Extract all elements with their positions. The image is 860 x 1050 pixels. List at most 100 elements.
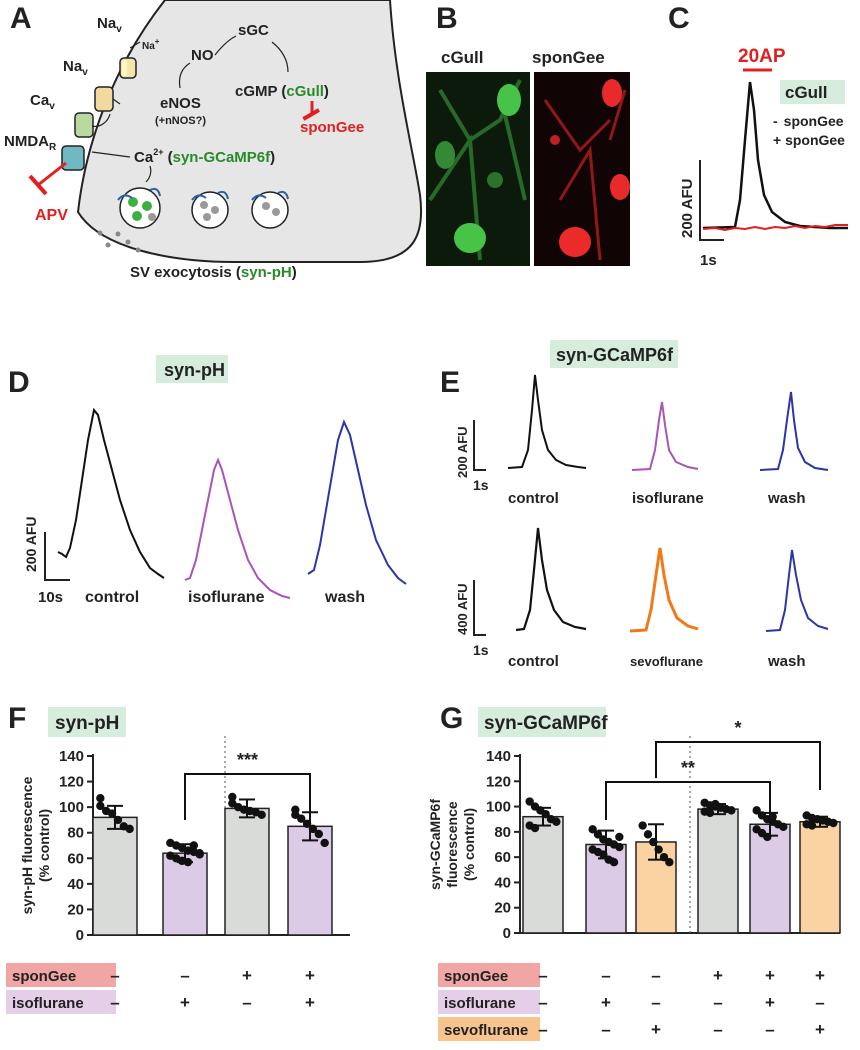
f-data-point [308, 824, 318, 834]
apv-label: APV [35, 207, 68, 224]
panel-e-title: syn-GCaMP6f [556, 345, 674, 365]
g-condition-symbol: + [713, 966, 723, 985]
f-ytick-label: 100 [59, 799, 84, 816]
trace-e2-label-sevoflurane: sevoflurane [630, 654, 703, 669]
g-ytick-label: 20 [494, 900, 511, 917]
f-data-point [228, 792, 237, 802]
f-data-point [291, 805, 300, 814]
g-condition-symbol: + [765, 966, 775, 985]
f-bar [162, 852, 208, 936]
f-ylabel-line: (% control) [36, 809, 52, 882]
g-data-point [530, 823, 540, 833]
g-condition-label: sevoflurane [444, 1022, 528, 1039]
g-data-point [638, 821, 647, 830]
apv-inhibition-bar [28, 174, 48, 196]
g-data-point [659, 852, 669, 862]
panel-g-title: syn-GCaMP6f [484, 713, 608, 734]
na-plus-label: Na+ [142, 37, 160, 52]
g-condition-symbol: – [651, 993, 660, 1012]
panel-b-cgull-title: cGull [441, 48, 484, 67]
g-ytick-label: 100 [486, 799, 511, 816]
trace-d-wash [307, 419, 407, 585]
f-condition-symbol: – [180, 966, 189, 985]
g-condition-symbol: – [538, 1020, 547, 1039]
g-ytick-label: 0 [503, 925, 511, 942]
g-data-point [727, 806, 736, 815]
f-data-point [107, 809, 117, 818]
f-bar [92, 816, 138, 936]
trace-d-label-control: control [85, 589, 139, 606]
stim-label: 20AP [738, 46, 786, 67]
panel-e1-scale-y: 200 AFU [455, 426, 470, 478]
trace-e2-label-wash: wash [767, 653, 806, 670]
f-ytick-label: 120 [59, 774, 84, 791]
g-condition-symbol: + [815, 966, 825, 985]
f-ytick-label: 0 [76, 927, 84, 944]
g-data-point [705, 808, 715, 818]
trace-e1-label-isoflurane: isoflurane [632, 490, 704, 507]
nav-channel-2 [94, 86, 114, 112]
trace-e1-label-wash: wash [767, 490, 806, 507]
ca-gcamp-label: Ca2+ (syn-GCaMP6f) [134, 147, 275, 166]
g-sig-label: * [734, 718, 741, 738]
nav-channel-1 [119, 57, 137, 79]
f-sig-bracket [184, 773, 311, 820]
trace-d-isoflurane [184, 457, 291, 599]
g-condition-symbol: – [538, 966, 547, 985]
f-data-point [96, 793, 105, 803]
g-data-point [609, 858, 619, 867]
panel-e-title-bg [550, 340, 678, 368]
panel-f-title-bg [48, 707, 126, 737]
f-data-point [302, 819, 312, 828]
panel-c-scale-x: 1s [700, 252, 717, 269]
g-ytick-label: 40 [494, 874, 511, 891]
g-condition-symbol: + [651, 1020, 661, 1039]
g-data-point [807, 821, 817, 830]
trace-e1-label-control: control [508, 490, 559, 507]
panel-c-scale-y: 200 AFU [679, 179, 696, 238]
panel-d-label: D [8, 366, 30, 399]
panel-d-title: syn-pH [164, 360, 225, 380]
g-bar [749, 823, 791, 934]
g-data-point [525, 797, 534, 806]
trace-e2-sevoflurane [629, 547, 699, 633]
g-data-point [541, 809, 550, 819]
g-data-point [829, 818, 838, 828]
nmda-label: NMDAR [4, 133, 57, 153]
g-ylabel-line: fluorescence [444, 801, 460, 888]
f-condition-symbol: + [180, 993, 190, 1012]
cav-label: Cav [30, 92, 55, 112]
g-sig-label: ** [681, 758, 695, 778]
f-ytick-label: 20 [67, 901, 84, 918]
cav-channel [74, 112, 94, 138]
g-data-point [752, 806, 761, 815]
f-data-point [314, 829, 323, 839]
panel-f-label: F [8, 702, 26, 735]
panel-f-title: syn-pH [55, 713, 119, 734]
enos-label: eNOS [160, 95, 201, 112]
panel-e2-scale-y: 400 AFU [455, 583, 470, 635]
g-condition-symbol: – [713, 1020, 722, 1039]
vesicle-2 [191, 190, 229, 229]
panel-c-scalebar [699, 160, 724, 241]
panel-e2-scale-x: 1s [473, 642, 489, 658]
f-ytick-label: 80 [67, 825, 84, 842]
g-ytick-label: 60 [494, 849, 511, 866]
f-condition-bg [6, 990, 116, 1014]
chart-f: 0 20 40 60 80 100 120 140 syn-pH fluorescence(% … [6, 736, 350, 1014]
g-data-point [643, 830, 653, 839]
panel-g-label: G [440, 702, 463, 735]
trace-d-label-wash: wash [324, 589, 365, 606]
g-sig-bracket [605, 781, 771, 820]
trace-d-control [57, 407, 165, 579]
f-condition-symbol: – [242, 993, 251, 1012]
g-condition-bg [438, 1017, 540, 1041]
trace-e2-label-control: control [508, 653, 559, 670]
f-ytick-label: 140 [59, 748, 84, 765]
f-bar [224, 807, 270, 936]
g-sig-bracket [655, 741, 821, 790]
panel-g-title-bg [478, 707, 606, 737]
panel-c-title: cGull [785, 83, 828, 102]
f-condition-symbol: + [305, 993, 315, 1012]
panel-e1-scale-x: 1s [473, 477, 489, 493]
